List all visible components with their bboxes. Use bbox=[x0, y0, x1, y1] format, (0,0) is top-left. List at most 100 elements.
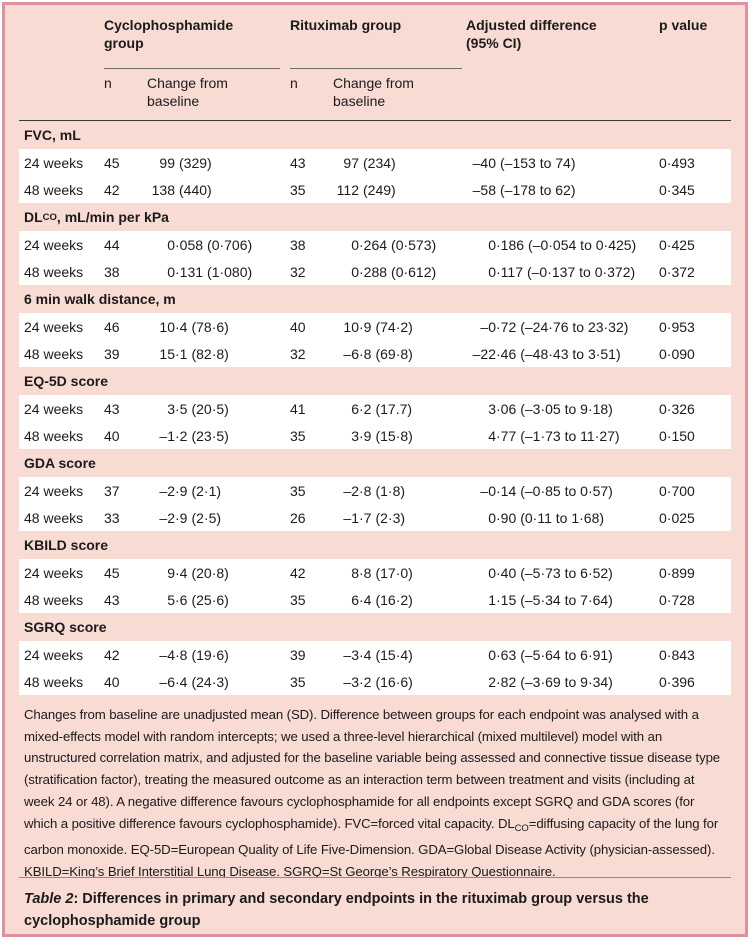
value-integer-part: 97 bbox=[343, 154, 359, 171]
value-fraction-part: ·06 bbox=[496, 400, 517, 417]
cell-p-value: 0·493 bbox=[659, 154, 695, 171]
cell-n-rituximab: 32 bbox=[290, 263, 306, 280]
value-sd-or-ci: (249) bbox=[363, 181, 396, 198]
table-row: 24 weeks 43 3·5 (20·5) 41 6·2 (17.7) 3·06 (–3·05… bbox=[19, 395, 731, 422]
value-fraction-part: ·82 bbox=[496, 673, 517, 690]
value-fraction-part: ·058 bbox=[175, 236, 204, 253]
value-sd-or-ci: (–153 to 74) bbox=[500, 154, 576, 171]
value-sd-or-ci: (16·2) bbox=[375, 591, 413, 608]
value-sd-or-ci: (17·0) bbox=[375, 564, 413, 581]
cell-n-rituximab: 42 bbox=[290, 564, 306, 581]
value-integer-part: –22 bbox=[472, 345, 496, 362]
cell-timepoint: 24 weeks bbox=[24, 236, 84, 253]
header-spacer bbox=[19, 75, 104, 120]
value-fraction-part: ·40 bbox=[496, 564, 517, 581]
cell-adjusted-difference: 0·186 (–0·054 to 0·425) bbox=[466, 237, 654, 253]
col-header-cyclophosphamide-group: Cyclophosphamide group bbox=[104, 17, 280, 69]
value-fraction-part: ·9 bbox=[359, 318, 372, 335]
value-sd-or-ci: (–3·05 to 9·18) bbox=[520, 400, 613, 417]
cell-change-cyclophosphamide: 99 (329) bbox=[147, 155, 290, 171]
cell-n-rituximab: 35 bbox=[290, 673, 306, 690]
value-sd-or-ci: (25·6) bbox=[191, 591, 229, 608]
value-fraction-part: ·1 bbox=[175, 345, 188, 362]
cell-n-cyclophosphamide: 39 bbox=[104, 345, 120, 362]
cell-change-rituximab: 6·4 (16·2) bbox=[333, 592, 466, 608]
col-header-label: Cyclophosphamide group bbox=[104, 17, 234, 51]
col-subheader-change-cyclophosphamide: Change from baseline bbox=[147, 75, 228, 109]
value-fraction-part: ·46 bbox=[496, 345, 517, 362]
cell-adjusted-difference: –40 (–153 to 74) bbox=[466, 155, 654, 171]
value-fraction-part: ·8 bbox=[359, 345, 372, 362]
value-fraction-part: ·8 bbox=[359, 482, 372, 499]
value-sd-or-ci: (–3·69 to 9·34) bbox=[520, 673, 613, 690]
value-integer-part: –2 bbox=[343, 482, 359, 499]
value-integer-part: 9 bbox=[167, 564, 175, 581]
cell-change-rituximab: –2·8 (1·8) bbox=[333, 483, 466, 499]
value-sd-or-ci: (0·612) bbox=[391, 263, 437, 280]
section-header: KBILD score bbox=[19, 531, 731, 559]
table-row: 48 weeks 43 5·6 (25·6) 35 6·4 (16·2) 1·15 (–5·34… bbox=[19, 586, 731, 613]
value-sd-or-ci: (24·3) bbox=[191, 673, 229, 690]
cell-timepoint: 48 weeks bbox=[24, 181, 84, 198]
value-integer-part: –2 bbox=[159, 509, 175, 526]
value-integer-part: –1 bbox=[159, 427, 175, 444]
text-segment: Changes from baseline are unadjusted mea… bbox=[24, 707, 721, 831]
value-fraction-part: ·2 bbox=[175, 427, 188, 444]
cell-n-cyclophosphamide: 38 bbox=[104, 263, 120, 280]
section-header: EQ-5D score bbox=[19, 367, 731, 395]
value-sd-or-ci: (–5·34 to 7·64) bbox=[520, 591, 613, 608]
cell-change-cyclophosphamide: –2·9 (2·5) bbox=[147, 510, 290, 526]
cell-p-value: 0·372 bbox=[659, 263, 695, 280]
value-integer-part: 3 bbox=[167, 400, 175, 417]
value-integer-part: 0 bbox=[488, 236, 496, 253]
cell-n-cyclophosphamide: 37 bbox=[104, 482, 120, 499]
cell-n-rituximab: 35 bbox=[290, 591, 306, 608]
header-spacer bbox=[654, 75, 731, 120]
value-sd-or-ci: (16·6) bbox=[375, 673, 413, 690]
cell-change-rituximab: 97 (234) bbox=[333, 155, 466, 171]
value-sd-or-ci: (–48·43 to 3·51) bbox=[520, 345, 621, 362]
value-integer-part: –3 bbox=[343, 673, 359, 690]
value-fraction-part: ·7 bbox=[359, 509, 372, 526]
table-row: 48 weeks 40 –6·4 (24·3) 35 –3·2 (16·6) 2·82 (–3·… bbox=[19, 668, 731, 695]
cell-change-cyclophosphamide: –2·9 (2·1) bbox=[147, 483, 290, 499]
value-integer-part: 1 bbox=[488, 591, 496, 608]
cell-change-rituximab: 0·264 (0·573) bbox=[333, 237, 466, 253]
value-sd-or-ci: (17.7) bbox=[375, 400, 413, 417]
text-segment: FVC, mL bbox=[24, 127, 81, 143]
text-segment: 6 min walk distance, m bbox=[24, 291, 176, 307]
value-fraction-part: ·9 bbox=[175, 509, 188, 526]
text-segment: , mL/min per kPa bbox=[56, 209, 169, 225]
value-sd-or-ci: (23·5) bbox=[191, 427, 229, 444]
cell-p-value: 0·425 bbox=[659, 236, 695, 253]
col-header-adjusted-difference: Adjusted difference (95% CI) bbox=[466, 17, 654, 69]
cell-n-rituximab: 43 bbox=[290, 154, 306, 171]
cell-timepoint: 48 weeks bbox=[24, 509, 84, 526]
value-fraction-part: ·4 bbox=[175, 318, 188, 335]
cell-change-rituximab: 112 (249) bbox=[333, 182, 466, 198]
cell-p-value: 0·843 bbox=[659, 646, 695, 663]
cell-n-rituximab: 39 bbox=[290, 646, 306, 663]
value-sd-or-ci: (0·573) bbox=[391, 236, 437, 253]
value-sd-or-ci: (1·080) bbox=[207, 263, 253, 280]
value-integer-part: 8 bbox=[351, 564, 359, 581]
cell-p-value: 0·345 bbox=[659, 181, 695, 198]
value-integer-part: 0 bbox=[351, 263, 359, 280]
value-sd-or-ci: (–178 to 62) bbox=[500, 181, 576, 198]
table-row: 48 weeks 39 15·1 (82·8) 32 –6·8 (69·8) –22·46 (–… bbox=[19, 340, 731, 367]
cell-change-rituximab: 10·9 (74·2) bbox=[333, 319, 466, 335]
value-fraction-part: ·288 bbox=[359, 263, 388, 280]
cell-n-cyclophosphamide: 46 bbox=[104, 318, 120, 335]
value-integer-part: 0 bbox=[488, 564, 496, 581]
value-integer-part: –6 bbox=[343, 345, 359, 362]
subscript-text: CO bbox=[42, 211, 57, 223]
value-fraction-part: ·8 bbox=[359, 564, 372, 581]
cell-n-cyclophosphamide: 45 bbox=[104, 154, 120, 171]
value-fraction-part: ·90 bbox=[496, 509, 517, 526]
value-integer-part: 112 bbox=[336, 181, 359, 198]
value-fraction-part: ·15 bbox=[496, 591, 517, 608]
table-group-header-row: Cyclophosphamide group Rituximab group A… bbox=[19, 5, 731, 69]
value-sd-or-ci: (82·8) bbox=[191, 345, 229, 362]
value-fraction-part: ·9 bbox=[359, 427, 372, 444]
cell-adjusted-difference: –22·46 (–48·43 to 3·51) bbox=[466, 346, 654, 362]
